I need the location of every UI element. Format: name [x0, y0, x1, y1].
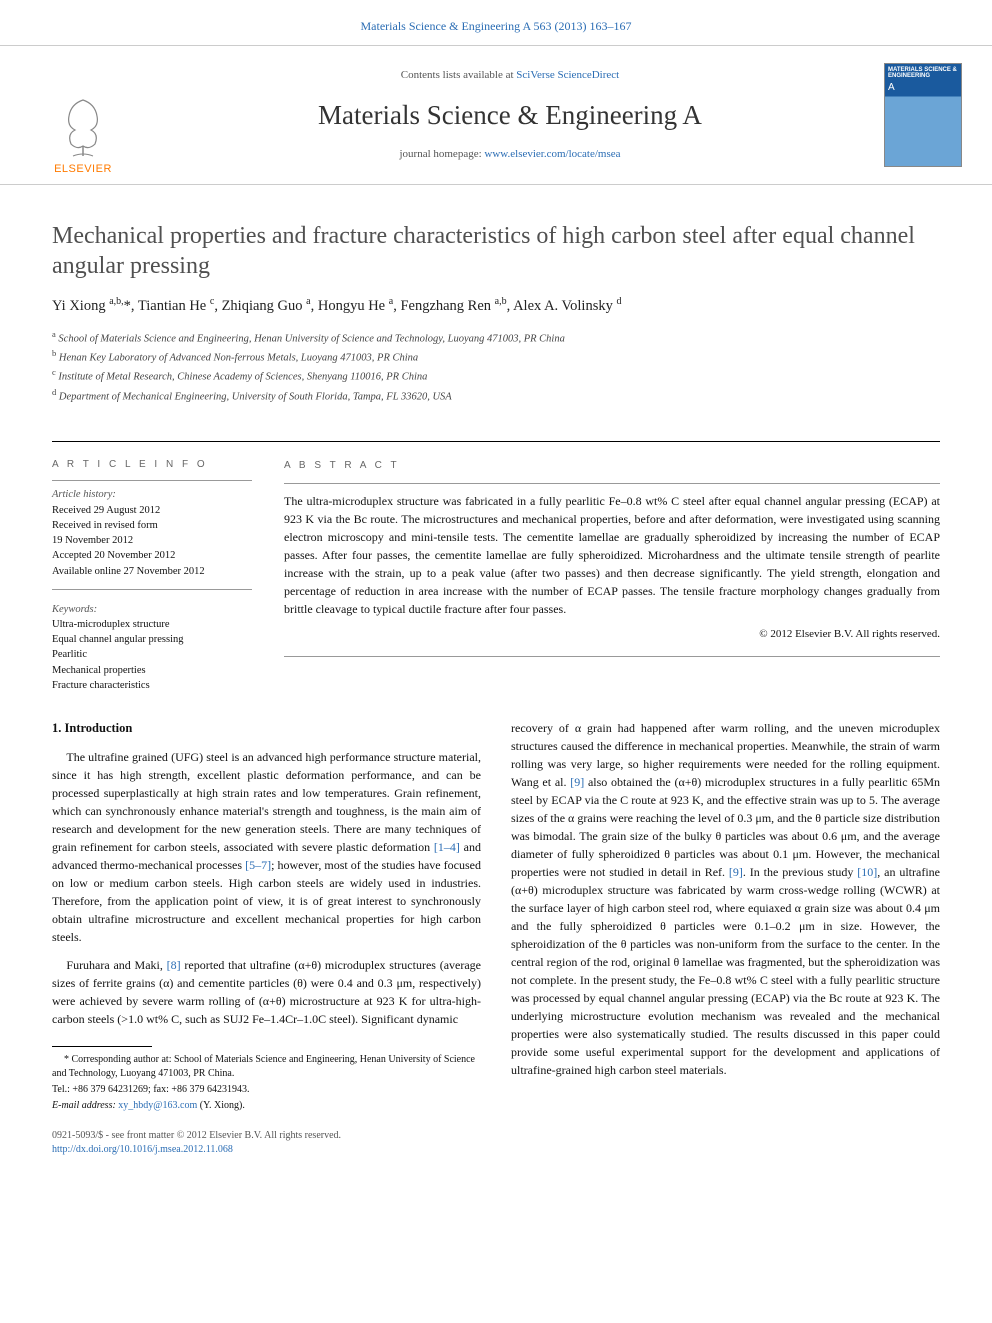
affiliation-line: d Department of Mechanical Engineering, … [52, 386, 940, 405]
info-abstract-row: A R T I C L E I N F O Article history: R… [52, 442, 940, 693]
history-label: Article history: [52, 489, 116, 500]
ref-9a[interactable]: [9] [570, 775, 584, 789]
abstract-copyright: © 2012 Elsevier B.V. All rights reserved… [284, 626, 940, 643]
fn-corr: * Corresponding author at: School of Mat… [52, 1053, 481, 1081]
history-line: Received in revised form [52, 518, 252, 533]
homepage-link[interactable]: www.elsevier.com/locate/msea [484, 148, 620, 160]
email-link[interactable]: xy_hbdy@163.com [118, 1100, 197, 1111]
abstract-heading: A B S T R A C T [284, 458, 940, 473]
keyword-lines: Ultra-microduplex structureEqual channel… [52, 617, 252, 693]
ref-5-7[interactable]: [5–7] [245, 858, 271, 872]
keywords-label: Keywords: [52, 602, 252, 617]
col-left: 1. Introduction The ultrafine grained (U… [52, 719, 481, 1115]
keyword-line: Ultra-microduplex structure [52, 617, 252, 632]
ref-10[interactable]: [10] [857, 865, 877, 879]
header-center: Contents lists available at SciVerse Sci… [138, 46, 882, 184]
intro-p2: Furuhara and Maki, [8] reported that ult… [52, 956, 481, 1028]
contents-line: Contents lists available at SciVerse Sci… [138, 68, 882, 83]
body-columns: 1. Introduction The ultrafine grained (U… [52, 719, 940, 1115]
authors-line: Yi Xiong a,b,*, Tiantian He c, Zhiqiang … [52, 295, 940, 316]
keyword-line: Mechanical properties [52, 663, 252, 678]
scidirect-link[interactable]: SciVerse ScienceDirect [516, 69, 619, 81]
affiliation-line: b Henan Key Laboratory of Advanced Non-f… [52, 347, 940, 366]
history-line: Accepted 20 November 2012 [52, 548, 252, 563]
history-line: Available online 27 November 2012 [52, 564, 252, 579]
footnotes: * Corresponding author at: School of Mat… [52, 1053, 481, 1113]
elsevier-tree-icon [53, 90, 113, 160]
homepage-line: journal homepage: www.elsevier.com/locat… [138, 147, 882, 162]
affiliation-line: c Institute of Metal Research, Chinese A… [52, 366, 940, 385]
abstract-block: A B S T R A C T The ultra-microduplex st… [284, 458, 940, 693]
col-right: recovery of α grain had happened after w… [511, 719, 940, 1115]
keyword-line: Fracture characteristics [52, 678, 252, 693]
footnote-rule [52, 1046, 152, 1047]
affiliations: a School of Materials Science and Engine… [52, 328, 940, 405]
keyword-line: Pearlitic [52, 647, 252, 662]
doi-link[interactable]: http://dx.doi.org/10.1016/j.msea.2012.11… [52, 1144, 233, 1155]
ref-9b[interactable]: [9] [729, 865, 743, 879]
keyword-line: Equal channel angular pressing [52, 632, 252, 647]
intro-p2-cont: recovery of α grain had happened after w… [511, 719, 940, 1079]
abstract-text: The ultra-microduplex structure was fabr… [284, 492, 940, 618]
publisher-name: ELSEVIER [54, 162, 112, 177]
top-journal-link[interactable]: Materials Science & Engineering A [361, 19, 531, 33]
footer-meta: 0921-5093/$ - see front matter © 2012 El… [52, 1129, 940, 1157]
fn-email: E-mail address: xy_hbdy@163.com (Y. Xion… [52, 1099, 481, 1113]
article-head: Mechanical properties and fracture chara… [0, 185, 992, 417]
history-lines: Received 29 August 2012Received in revis… [52, 503, 252, 579]
article-info: A R T I C L E I N F O Article history: R… [52, 458, 252, 693]
journal-header-band: ELSEVIER Contents lists available at Sci… [0, 45, 992, 185]
article-title: Mechanical properties and fracture chara… [52, 221, 940, 281]
issn-line: 0921-5093/$ - see front matter © 2012 El… [52, 1129, 940, 1143]
history-line: 19 November 2012 [52, 533, 252, 548]
publisher-logo-block: ELSEVIER [28, 46, 138, 184]
article-info-heading: A R T I C L E I N F O [52, 458, 252, 473]
ref-1-4[interactable]: [1–4] [434, 840, 460, 854]
history-line: Received 29 August 2012 [52, 503, 252, 518]
ref-8[interactable]: [8] [167, 958, 181, 972]
fn-tel: Tel.: +86 379 64231269; fax: +86 379 642… [52, 1083, 481, 1097]
top-citation-text: 563 (2013) 163–167 [533, 19, 631, 33]
top-citation: Materials Science & Engineering A 563 (2… [0, 0, 992, 45]
cover-image: MATERIALS SCIENCE & ENGINEERING A [884, 63, 962, 167]
intro-p1: The ultrafine grained (UFG) steel is an … [52, 748, 481, 946]
section-heading: 1. Introduction [52, 719, 481, 738]
cover-thumbnail: MATERIALS SCIENCE & ENGINEERING A [882, 46, 964, 184]
affiliation-line: a School of Materials Science and Engine… [52, 328, 940, 347]
journal-title: Materials Science & Engineering A [138, 97, 882, 135]
